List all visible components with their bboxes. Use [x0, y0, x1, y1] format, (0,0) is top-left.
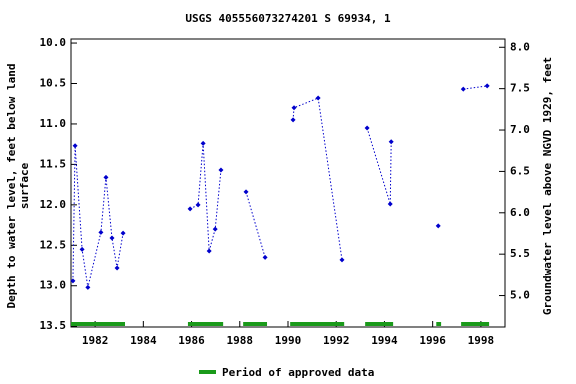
approved-period	[365, 322, 394, 326]
x-tick-label: 1990	[275, 334, 302, 347]
y2-tick-label: 7.0	[510, 123, 530, 136]
y2-tick-label: 6.0	[510, 206, 530, 219]
approved-period	[243, 322, 268, 326]
data-point	[484, 83, 490, 89]
data-point	[388, 139, 394, 145]
y-tick-label: 12.5	[40, 238, 67, 251]
data-point	[114, 265, 120, 271]
data-point	[200, 140, 206, 146]
legend-swatch	[199, 370, 216, 374]
y-tick-label: 13.0	[40, 279, 67, 292]
data-point	[120, 230, 126, 236]
data-point	[72, 143, 78, 149]
data-point	[243, 189, 249, 195]
x-tick-label: 1986	[178, 334, 205, 347]
legend-label: Period of approved data	[222, 366, 374, 379]
data-point	[387, 201, 393, 207]
data-point	[79, 246, 85, 252]
y-tick-label: 11.5	[40, 157, 67, 170]
y-axis-label: surface	[18, 162, 31, 209]
approved-period	[187, 322, 224, 326]
data-point	[187, 206, 193, 212]
y2-tick-label: 6.5	[510, 164, 530, 177]
chart-title: USGS 405556073274201 S 69934, 1	[185, 12, 391, 25]
y2-tick-label: 5.5	[510, 247, 530, 260]
data-point	[262, 254, 268, 260]
data-point	[291, 105, 297, 111]
y-axis-label: Depth to water level, feet below land	[5, 63, 18, 308]
approved-period	[436, 322, 442, 326]
y2-tick-label: 8.0	[510, 40, 530, 53]
data-point	[98, 229, 104, 235]
approved-period	[71, 322, 126, 326]
data-point	[109, 235, 115, 241]
approved-period	[290, 322, 345, 326]
plot-frame	[70, 38, 506, 328]
data-point	[212, 226, 218, 232]
data-point	[85, 284, 91, 290]
y-tick-label: 10.0	[40, 36, 67, 49]
x-tick-label: 1988	[227, 334, 254, 347]
data-line	[72, 85, 488, 288]
y2-tick-label: 7.5	[510, 82, 530, 95]
data-point	[206, 248, 212, 254]
data-point	[70, 278, 76, 284]
data-point	[364, 125, 370, 131]
x-tick-label: 1992	[323, 334, 350, 347]
data-point	[435, 223, 441, 229]
x-tick-label: 1998	[468, 334, 495, 347]
x-tick-label: 1984	[130, 334, 157, 347]
data-point	[460, 86, 466, 92]
data-point	[195, 202, 201, 208]
y-tick-label: 11.0	[40, 117, 67, 130]
data-point	[103, 174, 109, 180]
approved-period	[461, 322, 490, 326]
data-point	[290, 117, 296, 123]
x-tick-label: 1982	[82, 334, 109, 347]
x-tick-label: 1994	[371, 334, 398, 347]
x-tick-label: 1996	[419, 334, 446, 347]
y2-axis-label: Groundwater level above NGVD 1929, feet	[541, 57, 554, 315]
y2-tick-label: 5.0	[510, 289, 530, 302]
data-point	[218, 167, 224, 173]
y-tick-label: 13.5	[40, 319, 67, 332]
data-point	[339, 257, 345, 263]
y-tick-label: 12.0	[40, 198, 67, 211]
y-tick-label: 10.5	[40, 76, 67, 89]
data-point	[315, 95, 321, 101]
